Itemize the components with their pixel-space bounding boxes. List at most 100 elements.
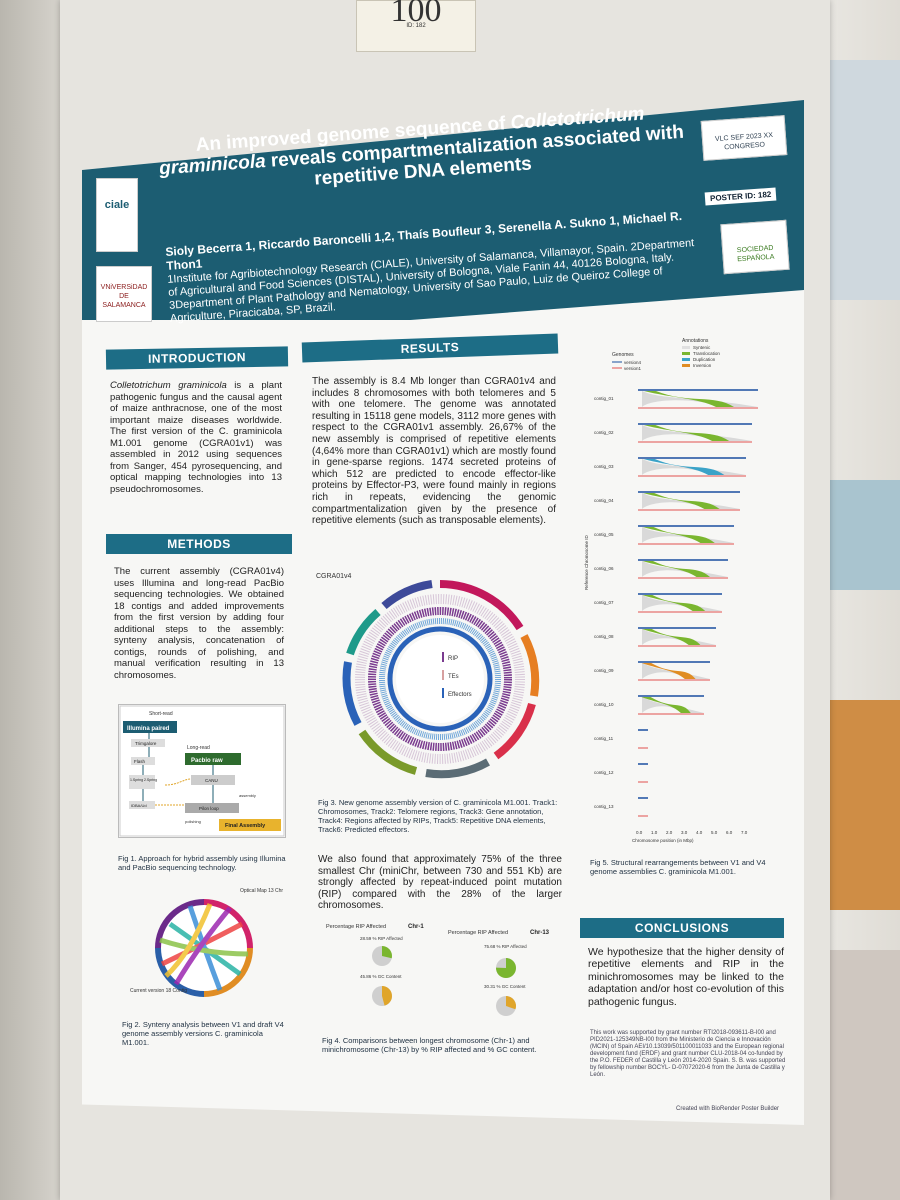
conclusions-text: We hypothesize that the higher density o… [588,946,784,1008]
fig1-illumina: Illumina paired [127,726,170,732]
fig5-contig-label: contig_11 [594,736,614,741]
fig5-xtick: 4.0 [696,830,703,835]
results-text: The assembly is 8.4 Mb longer than CGRA0… [312,376,556,527]
fig5-syntenic-band [642,629,716,645]
fig5-rearrangement-band [643,459,725,475]
fig5-syntenic-band [642,561,728,577]
fig5-legend-genomes: Genomes [612,352,634,358]
fig5-rearrangement-band [642,595,706,611]
fig5-contig-label: contig_01 [594,396,614,401]
fig5-legend-duplication: Duplication [693,357,716,362]
fig1-assembly-a: 1.Spring 2.Spring [130,778,157,782]
fig5-legend-v1: version1 [624,366,642,371]
fig5-contig-label: contig_13 [594,804,614,809]
fig5-rearrangement-band [644,391,734,407]
fig5-xtick: 7.0 [741,830,748,835]
fig5-rearrangement-band [641,629,701,645]
fig5-xtick: 5.0 [711,830,718,835]
badge-sub: ID: 182 [406,23,426,29]
fig3-legend-rip: RIP [448,656,458,662]
fig5-syntenic-band [642,663,710,679]
fig5-caption: Fig 5. Structural rearrangements between… [590,858,766,876]
fig4-title2: Percentage RIP Affected [448,930,508,936]
fig5-syntenic-band [642,527,734,543]
floor [825,950,900,1200]
fig4-chr1: Chr-1 [408,924,424,930]
pie-chr1-gc [372,986,392,1006]
fig1-workflow: Short-read Illumina paired Long-read Pac… [118,704,286,838]
fig1-trim: Trimgalore [135,741,157,746]
pie-slice [496,958,517,978]
fig4-title1: Percentage RIP Affected [326,924,386,930]
fig5-legend-inversion: Inversion [693,363,712,368]
fig5-contig-label: contig_05 [594,532,614,537]
fig5-xtick: 2.0 [666,830,673,835]
fig1-canu: CANU [205,778,218,783]
pie-chr13-gc [496,996,516,1016]
pie-slice [382,986,392,1006]
fig5-xtick: 6.0 [726,830,733,835]
fig5-rearrangements: Genomes version4 version1 Annotations Sy… [582,330,782,850]
ciale-logo: ciale [96,178,138,252]
fig5-legend-translocation: Translocation [693,351,720,356]
fig1-long-read: Long-read [187,745,210,751]
fig5-syntenic-band [642,595,722,611]
fig1-flash: Flash [134,759,146,764]
fig5-syntenic-band [642,425,752,441]
fig1-spades: IDBA/Ud [131,803,147,808]
fig1-assembly-label: assembly [239,793,256,798]
fig5-syntenic-band [642,459,746,475]
fig5-contig-label: contig_09 [594,668,614,673]
fig5-contig-label: contig_10 [594,702,614,707]
fig5-xtick: 1.0 [651,830,658,835]
fig1-polishing: polishing [185,819,201,824]
fig1-short-read: Short-read [149,711,173,717]
fig5-ylabel: Reference Chromosome ID [584,534,589,590]
fig5-contig-label: contig_06 [594,566,614,571]
fig2-current: Current version 18 Contig [130,988,187,994]
fig3-legend-tes: TEs [448,674,459,680]
fig5-contig-label: contig_08 [594,634,614,639]
fig4-gc13: 30.31 % GC Content [484,984,526,989]
society-logo: SOCIEDAD ESPAÑOLA [720,219,790,275]
introduction-text: Colletotrichum graminicola is a plant pa… [110,380,282,495]
fig5-legend-syntenic: Syntenic [693,345,711,350]
fig5-contig-label: contig_03 [594,464,614,469]
fig5-syntenic-band [642,493,740,509]
window-glass [822,480,900,590]
fig5-xtick: 0.0 [636,830,643,835]
fig1-final: Final Assembly [225,823,266,829]
fig4-caption: Fig 4. Comparisons between longest chrom… [322,1036,537,1054]
fig5-rearrangement-band [643,493,720,509]
fig5-xtick: 3.0 [681,830,688,835]
pie-chr1-rip [372,946,393,966]
fig4-pies: Percentage RIP Affected Chr-1 Percentage… [320,918,564,1028]
fig5-legend-v4: version4 [624,360,642,365]
fig5-rearrangement-band [643,425,730,441]
poster-number-badge: 100 ID: 182 [356,0,476,52]
fig3-caption: Fig 3. New genome assembly version of C.… [318,798,558,834]
fig5-syntenic-band [642,391,758,407]
congress-logo: VLC SEF 2023 XX CONGRESO [700,115,788,161]
fig2-synteny: Optical Map 13 Chr Current version 18 Co… [130,884,290,1012]
fig1-pacbio: Pacbio raw [191,758,223,764]
fig5-syntenic-band [642,697,704,713]
fig5-rearrangement-band [642,561,710,577]
fig4-chr13: Chr-13 [530,930,550,936]
fig3-legend-effectors: Effectors [448,692,472,698]
fig4-rip13: 75.68 % RIP Affected [484,944,527,949]
funding-text: This work was supported by grant number … [590,1030,786,1078]
created-with: Created with BioRender Poster Builder [676,1106,780,1112]
methods-heading: METHODS [106,534,292,554]
fig5-rearrangement-band [641,697,691,713]
pie-slice [382,946,393,959]
fig5-legend-ann: Annotations [682,338,709,344]
fig2-optical: Optical Map 13 Chr [240,888,283,894]
fig1-pilon: Pilon loop [199,806,219,811]
fig1-caption: Fig 1. Approach for hybrid assembly usin… [118,854,286,872]
fig5-xlabel: Chromosome position (in Mbp) [632,838,694,843]
fig2-caption: Fig 2. Synteny analysis between V1 and d… [122,1020,284,1047]
conclusions-heading: CONCLUSIONS [580,918,784,938]
fig4-rip1: 28.59 % RIP Affected [360,936,403,941]
